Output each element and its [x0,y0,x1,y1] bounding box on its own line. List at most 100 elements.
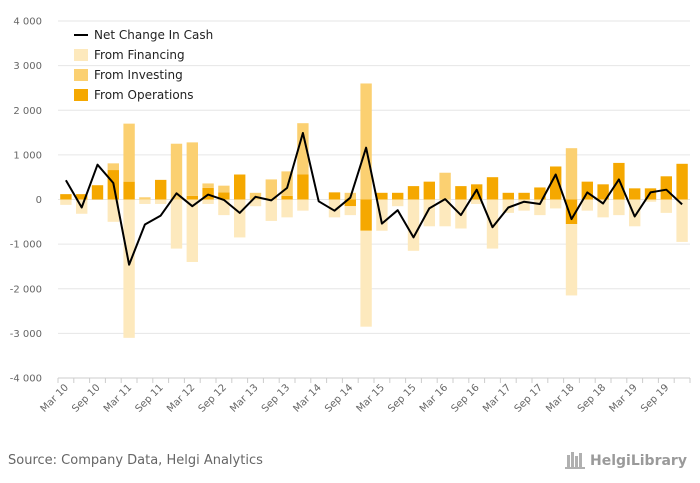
bars-group [60,83,688,338]
from-investing-bar [265,179,277,200]
y-tick-label: 1 000 [13,150,42,161]
from-financing-bar [139,199,151,204]
from-financing-bar [344,206,356,216]
from-operations-bar [91,185,104,200]
from-financing-bar [202,199,214,204]
from-operations-bar [392,192,404,200]
from-financing-bar [60,199,72,205]
legend-label-from-financing: From Financing [94,48,185,62]
from-operations-bar [344,199,356,207]
from-investing-bar [186,142,198,196]
helgi-library-logo: HelgiLibrary [565,452,687,469]
from-investing-bar [139,197,151,200]
legend-swatch-from-financing [74,49,88,61]
legend-label-net-change-in-cash: Net Change In Cash [94,28,213,42]
from-financing-bar [550,199,562,209]
x-tick-label: Sep 11 [133,382,165,414]
from-financing-bar [676,199,688,242]
from-investing-bar [107,163,119,171]
y-tick-label: 0 [36,195,42,206]
from-investing-bar [202,183,214,188]
from-investing-bar [123,123,135,182]
x-tick-label: Sep 17 [513,382,545,414]
x-tick-label: Sep 15 [386,382,418,414]
from-financing-bar [565,224,578,296]
from-operations-bar [360,199,372,231]
x-tick-label: Sep 18 [576,382,608,414]
from-operations-bar [597,184,609,200]
from-operations-bar [328,192,341,200]
x-tick-label: Sep 12 [197,382,229,414]
from-financing-bar [234,199,246,238]
from-financing-bar [249,199,262,207]
x-tick-label: Mar 11 [102,382,134,414]
from-investing-bar [297,123,309,175]
from-operations-bar [518,192,530,200]
x-tick-label: Sep 13 [260,382,292,414]
x-tick-label: Mar 16 [418,382,450,414]
from-financing-bar [597,199,609,218]
legend: Net Change In Cash From Financing From Inv… [74,28,213,102]
y-axis-ticks: 4 000 3 000 2 000 1 000 0 -1 000 -2 000 -3 000 -… [10,17,42,385]
from-financing-bar [107,199,119,222]
from-operations-bar [186,195,198,200]
x-tick-label: Mar 12 [165,382,197,414]
from-financing-bar [297,199,309,211]
from-financing-bar [644,199,657,202]
from-investing-bar [439,172,451,200]
from-operations-bar [486,177,499,200]
from-investing-bar [170,143,183,200]
from-financing-bar [423,199,435,227]
library-books-icon [565,452,585,469]
x-tick-label: Mar 18 [544,382,576,414]
from-financing-bar [518,199,530,211]
from-operations-bar [502,192,514,200]
from-financing-bar [613,199,625,216]
from-operations-bar [407,186,420,200]
from-operations-bar [76,194,88,200]
from-operations-bar [376,192,388,200]
x-tick-label: Sep 14 [323,382,355,414]
from-financing-bar [186,199,198,262]
from-financing-bar [392,199,404,207]
from-operations-bar [581,181,593,200]
from-operations-bar [565,199,578,225]
from-operations-bar [629,188,641,200]
from-investing-bar [218,185,230,193]
from-financing-bar [660,199,672,213]
y-tick-label: 3 000 [13,61,42,72]
y-tick-label: -3 000 [10,329,42,340]
from-operations-bar [660,176,672,200]
from-operations-bar [534,187,546,200]
from-investing-bar [565,148,578,200]
source-note: Source: Company Data, Helgi Analytics [8,453,263,468]
from-financing-bar [281,199,293,218]
logo-text: HelgiLibrary [590,453,687,469]
x-tick-label: Mar 17 [481,382,513,414]
legend-swatch-from-investing [74,69,88,81]
legend-label-from-operations: From Operations [94,88,194,102]
from-financing-bar [486,199,499,249]
from-financing-bar [407,199,420,251]
y-tick-label: -4 000 [10,374,42,385]
x-tick-label: Sep 16 [449,382,481,414]
from-financing-bar [360,230,372,327]
x-tick-label: Mar 15 [355,382,387,414]
legend-swatch-from-operations [74,89,88,101]
from-financing-bar [155,199,167,204]
x-tick-label: Mar 14 [291,382,323,414]
x-tick-label: Mar 19 [607,382,639,414]
from-financing-bar [534,199,546,216]
from-financing-bar [502,199,514,213]
x-axis [57,377,691,383]
y-tick-label: 2 000 [13,106,42,117]
from-operations-bar [60,194,72,200]
from-operations-bar [218,192,230,200]
from-operations-bar [234,174,246,200]
from-operations-bar [455,186,467,200]
from-operations-bar [123,181,135,200]
x-tick-label: Mar 13 [228,382,260,414]
from-operations-bar [423,181,435,200]
